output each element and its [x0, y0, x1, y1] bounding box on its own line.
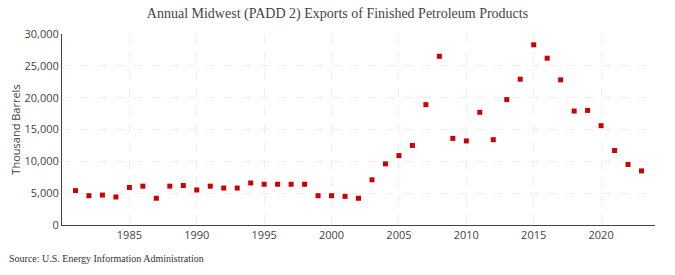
svg-text:2010: 2010 — [454, 227, 479, 242]
svg-text:5,000: 5,000 — [31, 185, 59, 200]
svg-text:2015: 2015 — [521, 227, 546, 242]
svg-text:25,000: 25,000 — [25, 58, 59, 73]
svg-text:30,000: 30,000 — [25, 26, 59, 41]
svg-text:Thousand Barrels: Thousand Barrels — [8, 84, 23, 174]
svg-text:15,000: 15,000 — [25, 121, 59, 136]
svg-text:0: 0 — [53, 217, 59, 232]
svg-text:20,000: 20,000 — [25, 90, 59, 105]
svg-text:1995: 1995 — [252, 227, 277, 242]
svg-text:2000: 2000 — [319, 227, 344, 242]
svg-text:Source: U.S. Energy Informatio: Source: U.S. Energy Information Administ… — [9, 253, 204, 264]
svg-text:1990: 1990 — [184, 227, 209, 242]
svg-text:2020: 2020 — [589, 227, 614, 242]
svg-text:2005: 2005 — [386, 227, 411, 242]
svg-text:10,000: 10,000 — [25, 153, 59, 168]
svg-text:1985: 1985 — [117, 227, 142, 242]
svg-text:Annual Midwest (PADD 2) Export: Annual Midwest (PADD 2) Exports of Finis… — [147, 6, 528, 22]
